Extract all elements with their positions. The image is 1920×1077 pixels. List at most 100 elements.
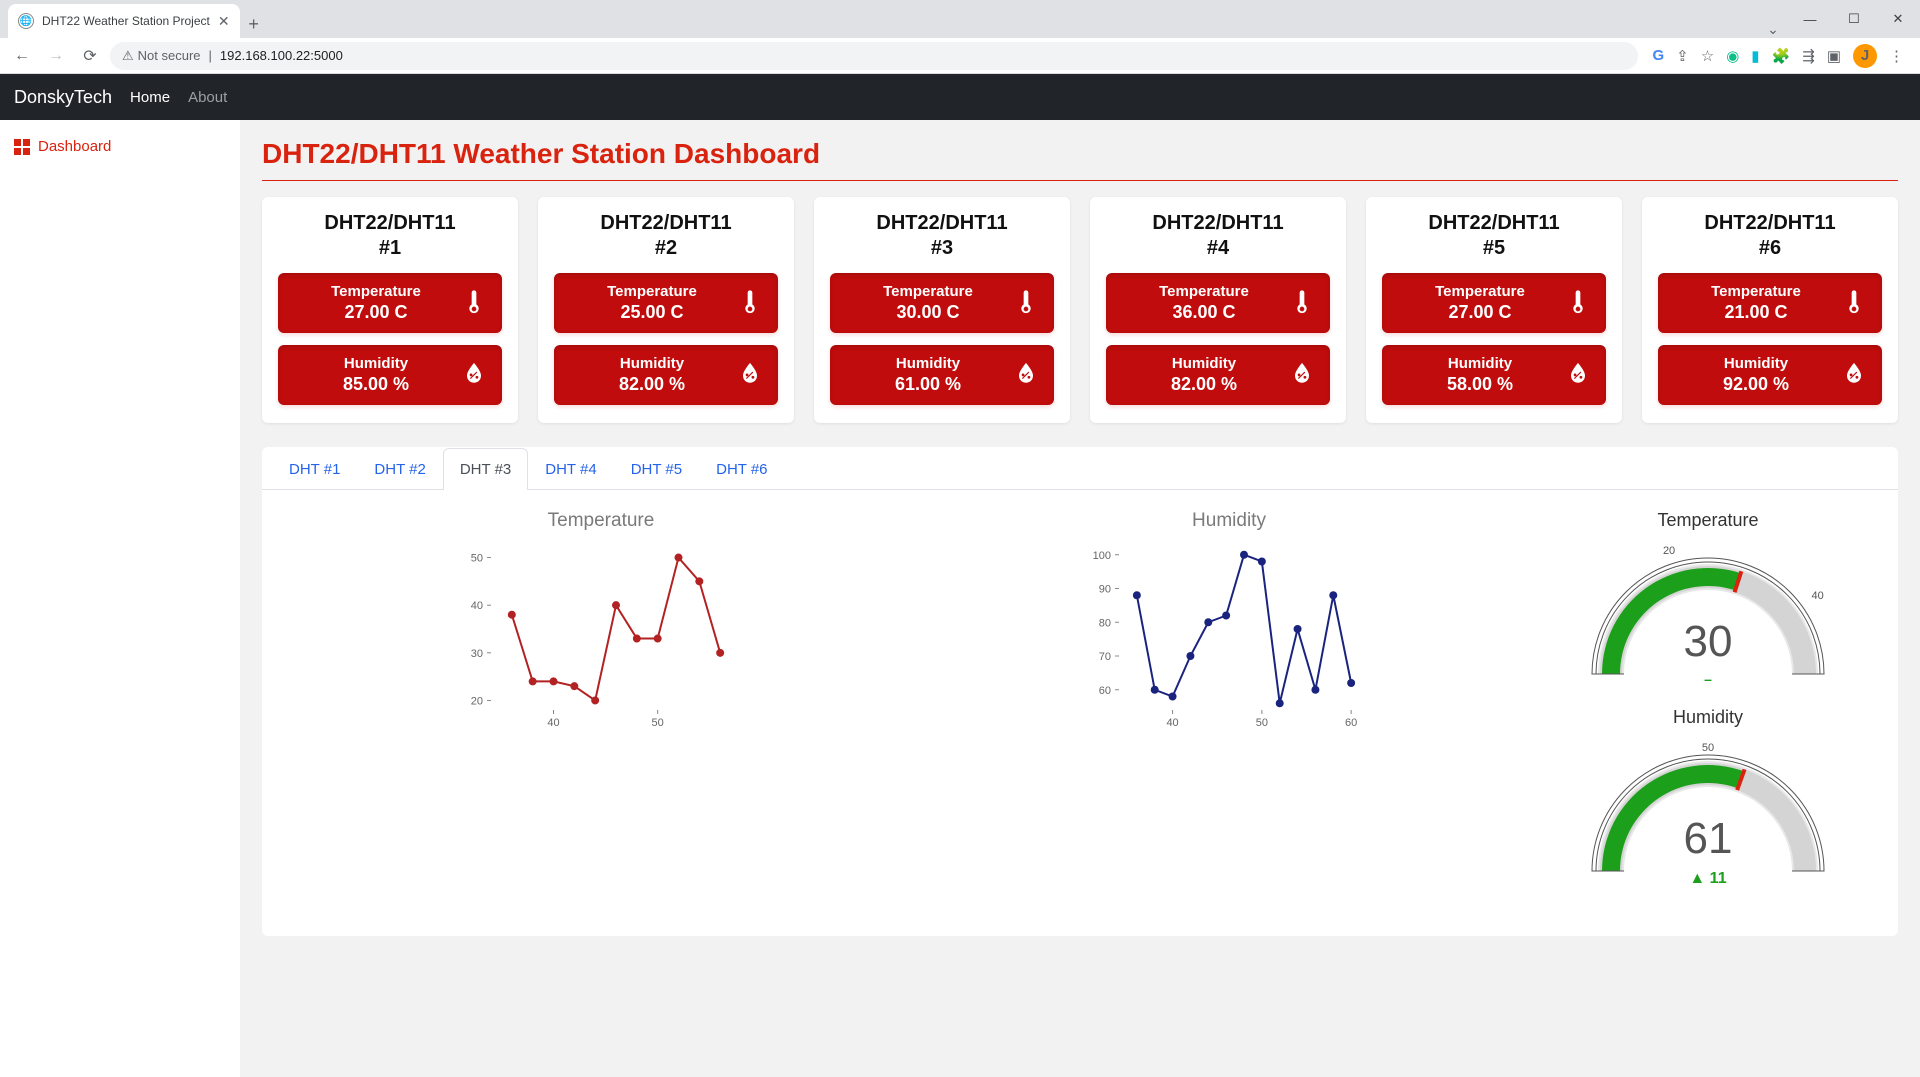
address-bar[interactable]: ⚠ Not secure | 192.168.100.22:5000 (110, 42, 1638, 70)
sidebar: Dashboard (0, 120, 240, 1077)
humidity-label: Humidity (292, 355, 460, 372)
tab-dht-1[interactable]: DHT #1 (272, 448, 357, 490)
humidity-line-chart: 60708090100405060 (1079, 538, 1379, 738)
svg-text:60: 60 (1099, 685, 1111, 697)
thermometer-icon (1564, 288, 1592, 319)
charts-panel: DHT #1DHT #2DHT #3DHT #4DHT #5DHT #6 Tem… (262, 447, 1898, 936)
app-body: Dashboard DHT22/DHT11 Weather Station Da… (0, 120, 1920, 1077)
nav-link-about[interactable]: About (188, 89, 227, 106)
browser-tab[interactable]: 🌐 DHT22 Weather Station Project ✕ (8, 4, 240, 38)
sensor-card-1: DHT22/DHT11#1 Temperature27.00 C Humidity 8… (262, 197, 518, 423)
humidity-value: 61.00 % (844, 374, 1012, 395)
svg-text:40: 40 (1166, 717, 1178, 729)
sensor-title: DHT22/DHT11#1 (278, 211, 502, 261)
sensor-card-3: DHT22/DHT11#3 Temperature30.00 C Humidity 6… (814, 197, 1070, 423)
temperature-label: Temperature (1120, 283, 1288, 300)
tab-dht-4[interactable]: DHT #4 (528, 448, 613, 490)
svg-text:20: 20 (1663, 545, 1675, 557)
share-icon[interactable]: ⇪ (1676, 47, 1689, 65)
humidity-label: Humidity (1120, 355, 1288, 372)
reload-button[interactable]: ⟳ (76, 42, 104, 70)
droplet-icon (1288, 360, 1316, 391)
temperature-reading: Temperature36.00 C (1106, 273, 1330, 333)
temperature-value: 27.00 C (1396, 302, 1564, 323)
sidebar-item-dashboard[interactable]: Dashboard (14, 138, 226, 155)
sensor-title: DHT22/DHT11#3 (830, 211, 1054, 261)
title-divider (262, 180, 1898, 181)
svg-text:30: 30 (471, 648, 483, 660)
url-text: 192.168.100.22:5000 (220, 48, 343, 63)
sensor-title: DHT22/DHT11#6 (1658, 211, 1882, 261)
temperature-reading: Temperature25.00 C (554, 273, 778, 333)
tab-dht-3[interactable]: DHT #3 (443, 448, 528, 490)
sensor-cards-row: DHT22/DHT11#1Temperature27.00 CHumidity8… (262, 197, 1898, 423)
warning-icon: ⚠ (122, 48, 134, 64)
google-icon[interactable]: G (1652, 47, 1664, 64)
nav-link-home[interactable]: Home (130, 89, 170, 106)
back-button[interactable]: ← (8, 42, 36, 70)
svg-text:40: 40 (471, 600, 483, 612)
maximize-button[interactable]: ☐ (1832, 4, 1876, 34)
reading-list-icon[interactable]: ⇶ (1802, 47, 1815, 65)
svg-text:50: 50 (652, 717, 664, 729)
svg-text:30: 30 (1684, 617, 1733, 666)
thermometer-icon (736, 288, 764, 319)
humidity-label: Humidity (1396, 355, 1564, 372)
humidity-reading: Humidity58.00 % (1382, 345, 1606, 405)
tabs-bar: DHT #1DHT #2DHT #3DHT #4DHT #5DHT #6 (262, 447, 1898, 490)
sensor-card-5: DHT22/DHT11#5Temperature27.00 CHumidity5… (1366, 197, 1622, 423)
svg-text:50: 50 (1256, 717, 1268, 729)
toolbar-right-icons: G ⇪ ☆ ◉ ▮ 🧩 ⇶ ▣ J ⋮ (1644, 44, 1912, 68)
tab-title: DHT22 Weather Station Project (42, 14, 210, 28)
humidity-label: Humidity (844, 355, 1012, 372)
content-area: DHT22/DHT11 Weather Station Dashboard DH… (240, 120, 1920, 1077)
gauge-title-temperature: Temperature (1657, 510, 1758, 531)
globe-icon: 🌐 (18, 13, 34, 29)
brand[interactable]: DonskyTech (14, 87, 112, 108)
window-controls: — ☐ ✕ (1788, 0, 1920, 38)
close-window-button[interactable]: ✕ (1876, 4, 1920, 34)
menu-icon[interactable]: ⋮ (1889, 47, 1904, 65)
temperature-reading: Temperature30.00 C (830, 273, 1054, 333)
thermometer-icon (460, 288, 488, 319)
gauge-title-humidity: Humidity (1673, 707, 1743, 728)
tab-dht-2[interactable]: DHT #2 (357, 448, 442, 490)
svg-text:80: 80 (1099, 617, 1111, 629)
page-title: DHT22/DHT11 Weather Station Dashboard (262, 132, 1898, 180)
tab-dht-5[interactable]: DHT #5 (614, 448, 699, 490)
extension-icon-1[interactable]: ◉ (1726, 47, 1739, 65)
humidity-reading: Humidity92.00 % (1658, 345, 1882, 405)
droplet-icon (1564, 360, 1592, 391)
app-navbar: DonskyTech Home About (0, 74, 1920, 120)
extensions-icon[interactable]: 🧩 (1772, 47, 1791, 65)
humidity-value: 92.00 % (1672, 374, 1840, 395)
bookmark-icon[interactable]: ☆ (1701, 47, 1714, 65)
tab-overflow-icon[interactable]: ⌄ (1758, 21, 1788, 38)
close-tab-icon[interactable]: ✕ (218, 13, 230, 30)
sensor-title: DHT22/DHT11#5 (1382, 211, 1606, 261)
new-tab-button[interactable]: + (240, 10, 268, 38)
humidity-value: 85.00 % (292, 374, 460, 395)
extension-icon-2[interactable]: ▮ (1751, 47, 1759, 65)
droplet-icon (1840, 360, 1868, 391)
minimize-button[interactable]: — (1788, 4, 1832, 34)
chart-title-temperature: Temperature (548, 510, 655, 532)
gauges-column: Temperature 204030– Humidity 5061▲ 11 (1548, 510, 1868, 896)
forward-button[interactable]: → (42, 42, 70, 70)
sensor-card-6: DHT22/DHT11#6Temperature21.00 CHumidity9… (1642, 197, 1898, 423)
temperature-value: 27.00 C (292, 302, 460, 323)
humidity-label: Humidity (568, 355, 736, 372)
thermometer-icon (1840, 288, 1868, 319)
svg-text:50: 50 (1702, 742, 1714, 754)
url-separator: | (209, 48, 212, 63)
side-panel-icon[interactable]: ▣ (1827, 47, 1841, 65)
thermometer-icon (1288, 288, 1316, 319)
humidity-reading: Humidity82.00 % (554, 345, 778, 405)
dashboard-icon (14, 139, 30, 155)
tab-dht-6[interactable]: DHT #6 (699, 448, 784, 490)
temperature-value: 21.00 C (1672, 302, 1840, 323)
droplet-icon (1012, 360, 1040, 391)
svg-text:20: 20 (471, 695, 483, 707)
temperature-reading: Temperature27.00 C (278, 273, 502, 333)
profile-avatar[interactable]: J (1853, 44, 1877, 68)
